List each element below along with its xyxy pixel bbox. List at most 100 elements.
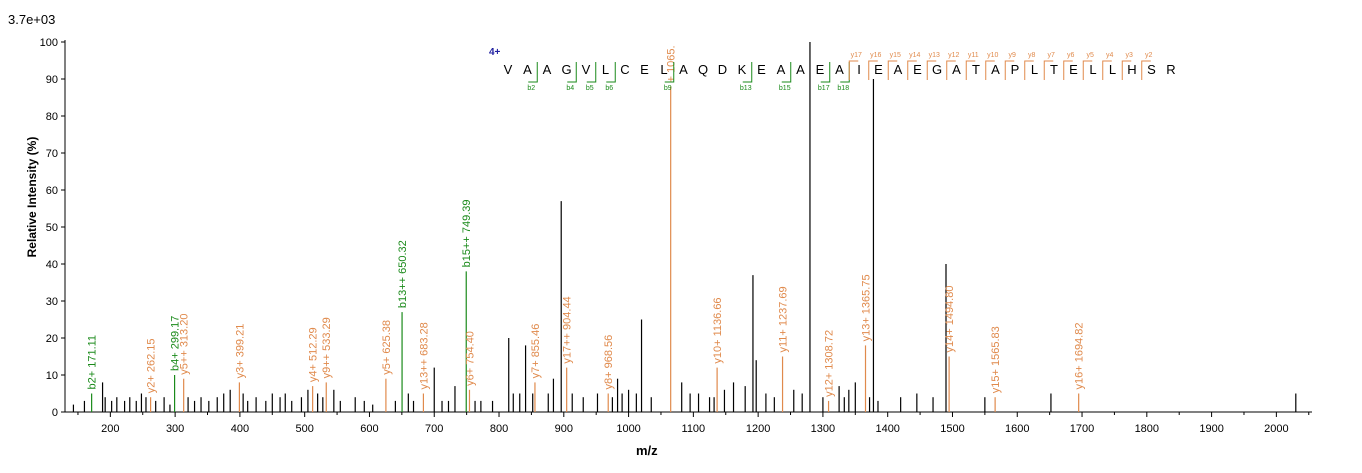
y-fragment-label: y14 [909, 52, 920, 59]
y-fragment-mark [1063, 60, 1073, 80]
y-ion-label: y17++ 904.44 [562, 296, 574, 363]
sequence-residue: V [504, 62, 513, 77]
y-ion-label: y11+ 1237.69 [778, 286, 790, 352]
y-tick-label: 10 [46, 370, 58, 382]
b-fragment-mark [528, 62, 538, 83]
sequence-residue: A [777, 62, 786, 77]
x-tick-label: 900 [555, 423, 573, 435]
sequence-residue: V [582, 62, 591, 77]
y-fragment-mark [1121, 60, 1132, 80]
b-fragment-label: b5 [586, 85, 594, 92]
sequence-residue: E [640, 62, 649, 77]
x-tick-label: 1000 [616, 423, 640, 435]
max-intensity-label: 3.7e+03 [8, 12, 56, 27]
y-fragment-mark [1004, 60, 1015, 80]
sequence-residue: G [561, 62, 571, 77]
b-fragment-mark [742, 62, 753, 83]
x-tick-label: 1900 [1199, 423, 1223, 435]
sequence-residue: A [523, 62, 532, 77]
y-fragment-label: y17 [851, 52, 862, 59]
b-fragment-label: b9 [664, 85, 672, 92]
b-ion-label: b2+ 171.11 [87, 335, 99, 390]
sequence-residue: C [620, 62, 629, 77]
x-axis-label: m/z [636, 443, 658, 458]
b-fragment-label: b2 [527, 85, 535, 92]
sequence-residue: A [991, 62, 1000, 77]
b-fragment-label: b6 [605, 85, 613, 92]
y-fragment-mark [985, 60, 995, 80]
x-tick-label: 1600 [1005, 423, 1029, 435]
sequence-residue: A [543, 62, 552, 77]
b-ion-label: b4+ 299.17 [170, 316, 182, 371]
y-fragment-label: y3 [1126, 52, 1134, 59]
sequence-residue: D [718, 62, 727, 77]
y-fragment-label: y6 [1067, 52, 1075, 59]
y-fragment-label: y5 [1087, 52, 1095, 59]
y-fragment-label: y15 [890, 52, 901, 59]
sequence-residue: S [1147, 62, 1156, 77]
y-tick-label: 30 [46, 296, 58, 308]
sequence-residue: E [757, 62, 766, 77]
y-tick-label: 80 [46, 111, 58, 123]
y-fragment-mark [1024, 60, 1034, 80]
x-tick-label: 1100 [682, 423, 706, 435]
y-tick-label: 90 [46, 74, 58, 86]
y-tick-label: 60 [46, 185, 58, 197]
y-ion-label: y15+ 1565.83 [990, 326, 1002, 393]
y-fragment-mark [1102, 60, 1112, 80]
x-tick-label: 500 [296, 423, 314, 435]
b-fragment-label: b17 [818, 85, 830, 92]
x-tick-label: 300 [166, 423, 184, 435]
y-fragment-mark [1141, 60, 1151, 80]
sequence-residue: Q [698, 62, 708, 77]
x-tick-label: 1300 [811, 423, 835, 435]
sequence-residue: L [660, 62, 667, 77]
x-tick-label: 1200 [746, 423, 770, 435]
y-fragment-label: y10 [987, 52, 998, 59]
y-ion-label: y13++ 683.28 [418, 322, 430, 389]
y-ion-label: y12+ 1308.72 [824, 330, 836, 397]
y-ion-label: y5+ 625.38 [381, 320, 393, 375]
y-ion-label: y9++ 533.29 [321, 317, 333, 378]
y-fragment-mark [848, 60, 859, 80]
y-tick-label: 0 [52, 407, 58, 419]
y-tick-label: 20 [46, 333, 58, 345]
y-fragment-label: y4 [1106, 52, 1114, 59]
sequence-residue: T [972, 62, 980, 77]
y-ion-label: y14+ 1494.80 [944, 286, 956, 353]
sequence-residue: L [602, 62, 609, 77]
sequence-residue: A [835, 62, 844, 77]
sequence-residue: E [874, 62, 883, 77]
y-fragment-label: y8 [1028, 52, 1036, 59]
y-fragment-mark [907, 60, 917, 80]
y-fragment-mark [868, 60, 878, 80]
x-tick-label: 1800 [1135, 423, 1159, 435]
x-tick-label: 1400 [875, 423, 899, 435]
x-tick-label: 2000 [1264, 423, 1288, 435]
x-tick-label: 1500 [940, 423, 964, 435]
y-ion-label: y7+ 855.46 [530, 324, 542, 379]
y-ion-label: y8+ 968.56 [603, 335, 615, 390]
sequence-residue: G [932, 62, 942, 77]
y-ion-label: y3+ 399.21 [234, 324, 246, 379]
sequence-residue: K [738, 62, 747, 77]
y-fragment-mark [926, 60, 937, 80]
y-ion-label: y4+ 512.29 [308, 327, 320, 382]
sequence-residue: A [679, 62, 688, 77]
x-tick-label: 800 [490, 423, 508, 435]
x-tick-label: 400 [231, 423, 249, 435]
b-fragment-mark [567, 62, 577, 83]
b-ion-label: b15++ 749.39 [461, 199, 473, 267]
sequence-residue: L [1109, 62, 1116, 77]
x-tick-label: 200 [101, 423, 119, 435]
y-fragment-mark [1082, 60, 1093, 80]
sequence-residue: H [1127, 62, 1136, 77]
sequence-residue: A [894, 62, 903, 77]
x-tick-label: 600 [360, 423, 378, 435]
b-ion-label: b13++ 650.32 [397, 240, 409, 308]
y-fragment-label: y13 [929, 52, 940, 59]
x-tick-label: 700 [425, 423, 443, 435]
y-fragment-mark [946, 60, 956, 80]
sequence-residue: T [1050, 62, 1058, 77]
